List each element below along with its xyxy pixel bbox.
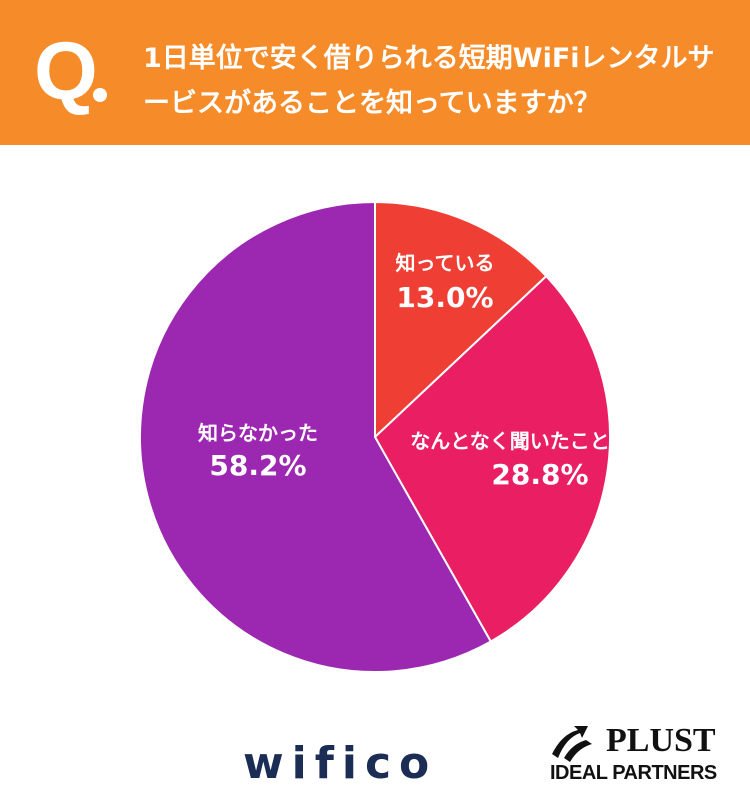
- plust-mark-icon: [552, 726, 592, 762]
- wifico-logo: wifico: [243, 738, 438, 789]
- slice-value-label: 13.0%: [396, 281, 493, 314]
- q-mark: Q: [34, 26, 98, 117]
- question-title: 1日単位で安く借りられる短期WiFiレンタルサービスがあることを知っていますか？: [143, 43, 715, 119]
- pie-slice: [373, 274, 611, 643]
- pie-slice: [374, 200, 548, 440]
- slice-value-label: 58.2%: [209, 449, 306, 482]
- slice-value-label: 28.8%: [491, 458, 588, 491]
- question-header: Q 1日単位で安く借りられる短期WiFiレンタルサービスがあることを知っています…: [0, 0, 750, 145]
- slice-label: 知らなかった: [198, 421, 318, 445]
- plust-subtitle: IDEAL PARTNERS: [550, 762, 717, 784]
- slice-label: なんとなく聞いたことがある: [410, 429, 669, 453]
- pie-slice: [139, 200, 493, 673]
- q-dot: [93, 88, 107, 102]
- slice-label: 知っている: [396, 251, 495, 275]
- plust-wordmark: PLUST: [606, 722, 716, 759]
